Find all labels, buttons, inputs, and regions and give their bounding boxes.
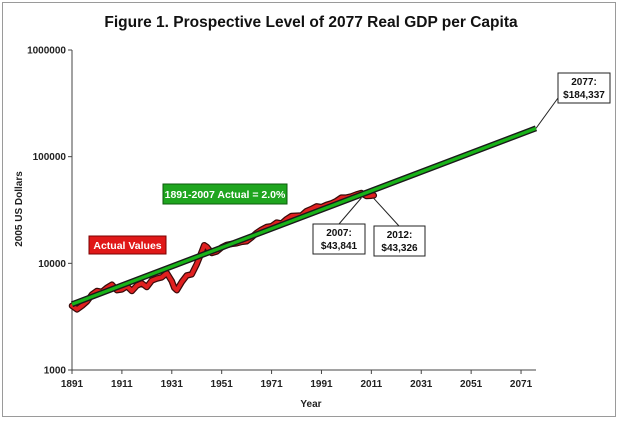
y-tick-label: 1000 <box>44 366 67 377</box>
callout-2077-year: 2077: <box>571 77 597 88</box>
trend-line <box>71 126 537 306</box>
callout-2012: 2012: $43,326 <box>373 198 426 257</box>
x-tick-label: 1951 <box>211 379 234 390</box>
trend-banner: 1891-2007 Actual = 2.0% <box>162 183 288 205</box>
series-layer <box>68 125 538 313</box>
x-tick-label: 1991 <box>310 379 333 390</box>
callout-2077: 2077: $184,337 <box>535 72 611 129</box>
x-tick-label: 1931 <box>161 379 184 390</box>
trend-banner-text: 1891-2007 Actual = 2.0% <box>165 189 286 201</box>
callout-2007-year: 2007: <box>326 228 352 239</box>
x-tick-label: 2031 <box>410 379 433 390</box>
y-tick-label: 100000 <box>33 152 67 163</box>
callout-2012-value: $43,326 <box>381 243 418 254</box>
callout-2012-year: 2012: <box>387 230 413 241</box>
x-tick-label: 2051 <box>460 379 483 390</box>
axes <box>68 49 536 374</box>
x-tick-label: 2071 <box>510 379 533 390</box>
y-tick-label: 10000 <box>38 259 66 270</box>
callout-2007-value: $43,841 <box>321 241 358 252</box>
callout-2077-value: $184,337 <box>563 90 605 101</box>
x-tick-label: 2011 <box>361 379 383 390</box>
x-tick-label: 1911 <box>111 379 133 390</box>
x-tick-label: 1891 <box>61 379 84 390</box>
x-axis-label: Year <box>300 399 321 410</box>
y-tick-labels: 1000 10000 100000 1000000 <box>27 46 66 377</box>
actual-banner-text: Actual Values <box>93 240 161 252</box>
y-axis-label: 2005 US Dollars <box>14 171 25 247</box>
x-tick-labels: 1891 1911 1931 1951 1971 1991 2011 2031 2051 2071 <box>61 379 533 390</box>
chart-title: Figure 1. Prospective Level of 2077 Real… <box>104 14 518 31</box>
actual-banner: Actual Values <box>88 235 167 255</box>
x-tick-label: 1971 <box>260 379 283 390</box>
callout-2007: 2007: $43,841 <box>312 197 366 255</box>
y-tick-label: 1000000 <box>27 46 66 57</box>
